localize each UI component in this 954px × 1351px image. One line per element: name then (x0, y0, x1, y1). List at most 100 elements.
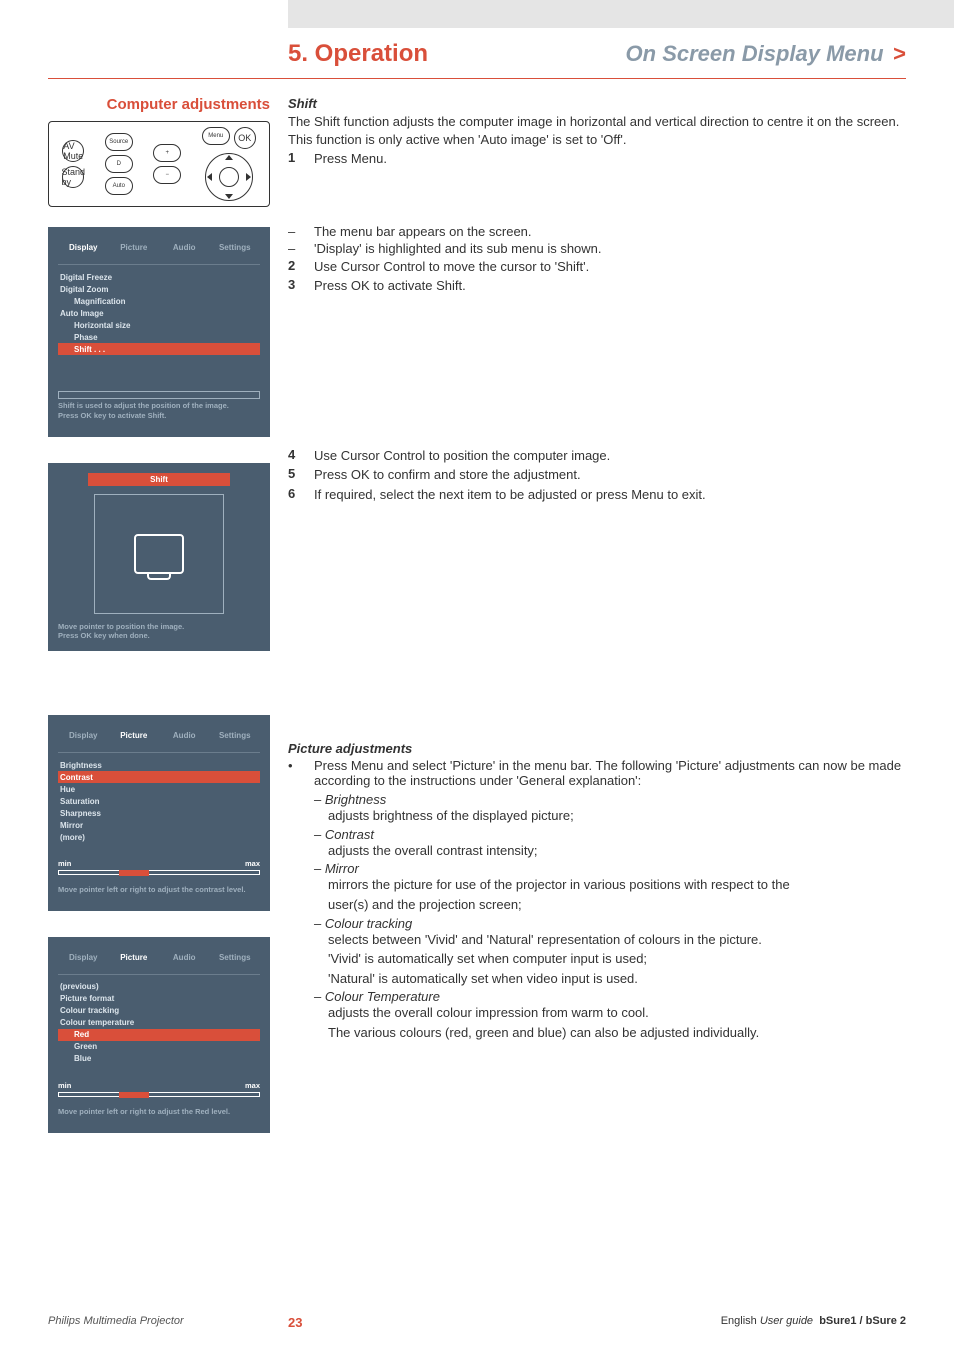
osd-tab: Settings (210, 241, 261, 254)
adj-desc: selects between 'Vivid' and 'Natural' re… (328, 931, 906, 949)
adj-desc: adjusts the overall colour impression fr… (328, 1004, 906, 1022)
footer-right: English User guide bSure1 / bSure 2 (721, 1315, 906, 1327)
osd-tab: Audio (159, 951, 210, 964)
adj-title: – Mirror (314, 861, 906, 876)
osd-help: Move pointer left or right to adjust the… (58, 1107, 260, 1117)
bullet: • (288, 758, 300, 788)
remote-av-mute-button: AV Mute (62, 140, 84, 162)
remote-standby-button: Stand by (62, 166, 84, 188)
sidebar-heading: Computer adjustments (48, 96, 270, 113)
step-num: 6 (288, 486, 300, 504)
osd-help: Move pointer to position the image. (58, 622, 260, 632)
osd-item: Phase (58, 331, 260, 343)
adj-desc: 'Vivid' is automatically set when comput… (328, 950, 906, 968)
remote-minus-button: − (153, 166, 181, 184)
osd-display-shift-menu: Display Picture Audio Settings Digital F… (48, 227, 270, 437)
slider-min: min (58, 859, 71, 868)
step-text: Use Cursor Control to move the cursor to… (314, 258, 589, 276)
step-num: 2 (288, 258, 300, 276)
remote-ok-button: OK (234, 127, 256, 149)
adj-desc: adjusts brightness of the displayed pict… (328, 807, 906, 825)
osd-tab: Picture (109, 951, 160, 964)
osd-item: (previous) (58, 981, 260, 993)
osd-tab: Display (58, 241, 109, 254)
osd-tab: Display (58, 729, 109, 742)
step-num: 4 (288, 447, 300, 465)
picture-intro: Press Menu and select 'Picture' in the m… (314, 758, 906, 788)
osd-help: Shift is used to adjust the position of … (58, 401, 260, 411)
sidebar: Computer adjustments AV Mute Stand by So… (48, 96, 270, 1133)
dash: – (288, 241, 300, 256)
adj-desc: mirrors the picture for use of the proje… (328, 876, 906, 894)
slider-max: max (245, 859, 260, 868)
osd-shift-title: Shift (88, 473, 230, 486)
remote-d-button: D (105, 155, 133, 173)
dash-text: 'Display' is highlighted and its sub men… (314, 241, 602, 256)
osd-item: Sharpness (58, 807, 260, 819)
main-content: Shift The Shift function adjusts the com… (288, 96, 906, 1043)
osd-item: Auto Image (58, 307, 260, 319)
osd-item: Digital Zoom (58, 283, 260, 295)
osd-tab: Picture (109, 729, 160, 742)
osd-item: Blue (58, 1053, 260, 1065)
dash: – (288, 224, 300, 239)
osd-item-selected: Contrast (58, 771, 260, 783)
adj-desc: adjusts the overall contrast intensity; (328, 842, 906, 860)
osd-item: Horizontal size (58, 319, 260, 331)
step-text: If required, select the next item to be … (314, 486, 706, 504)
adj-desc: 'Natural' is automatically set when vide… (328, 970, 906, 988)
osd-tab: Settings (210, 951, 261, 964)
header-bar (288, 0, 954, 28)
slider-max: max (245, 1081, 260, 1090)
osd-item: Green (58, 1041, 260, 1053)
remote-plus-button: + (153, 144, 181, 162)
chapter-title: 5. Operation (288, 40, 428, 68)
remote-auto-button: Auto (105, 177, 133, 195)
osd-tab: Settings (210, 729, 261, 742)
osd-shift-dialog: Shift Move pointer to position the image… (48, 463, 270, 652)
osd-item: Picture format (58, 993, 260, 1005)
adj-desc: user(s) and the projection screen; (328, 896, 906, 914)
shift-heading: Shift (288, 96, 906, 111)
step-num: 1 (288, 150, 300, 168)
osd-picture-menu: Display Picture Audio Settings Brightnes… (48, 715, 270, 911)
step-text: Press OK to activate Shift. (314, 277, 466, 295)
osd-item: Mirror (58, 819, 260, 831)
osd-shift-canvas (94, 494, 224, 614)
adj-title: – Contrast (314, 827, 906, 842)
chapter-arrow: > (893, 41, 906, 66)
osd-help: Press OK key to activate Shift. (58, 411, 260, 421)
osd-tab: Audio (159, 729, 210, 742)
page-number: 23 (288, 1315, 302, 1330)
divider (48, 78, 906, 79)
osd-item: Hue (58, 783, 260, 795)
osd-item-selected: Red (58, 1029, 260, 1041)
osd-item: Brightness (58, 759, 260, 771)
osd-tab: Display (58, 951, 109, 964)
dash-text: The menu bar appears on the screen. (314, 224, 532, 239)
osd-help: Press OK key when done. (58, 631, 260, 641)
shift-intro: The Shift function adjusts the computer … (288, 113, 906, 148)
step-num: 3 (288, 277, 300, 295)
osd-item: Colour temperature (58, 1017, 260, 1029)
osd-item-selected: Shift . . . (58, 343, 260, 355)
remote-cursor-pad (205, 153, 253, 201)
adj-title: – Colour tracking (314, 916, 906, 931)
osd-picture-menu-more: Display Picture Audio Settings (previous… (48, 937, 270, 1133)
step-text: Use Cursor Control to position the compu… (314, 447, 610, 465)
chapter-subtitle-wrap: On Screen Display Menu > (626, 41, 906, 67)
osd-tab: Picture (109, 241, 160, 254)
step-text: Press OK to confirm and store the adjust… (314, 466, 581, 484)
footer-lang: English (721, 1315, 757, 1327)
footer-model: bSure1 / bSure 2 (819, 1315, 906, 1327)
osd-help: Move pointer left or right to adjust the… (58, 885, 260, 895)
footer-guide: User guide (760, 1315, 813, 1327)
osd-item: Saturation (58, 795, 260, 807)
picture-heading: Picture adjustments (288, 741, 906, 756)
remote-illustration: AV Mute Stand by Source D Auto + − Menu … (48, 121, 270, 207)
contrast-slider (58, 870, 260, 875)
chapter-subtitle: On Screen Display Menu (626, 41, 884, 66)
osd-item: (more) (58, 831, 260, 843)
step-num: 5 (288, 466, 300, 484)
footer-product: Philips Multimedia Projector (48, 1315, 184, 1327)
